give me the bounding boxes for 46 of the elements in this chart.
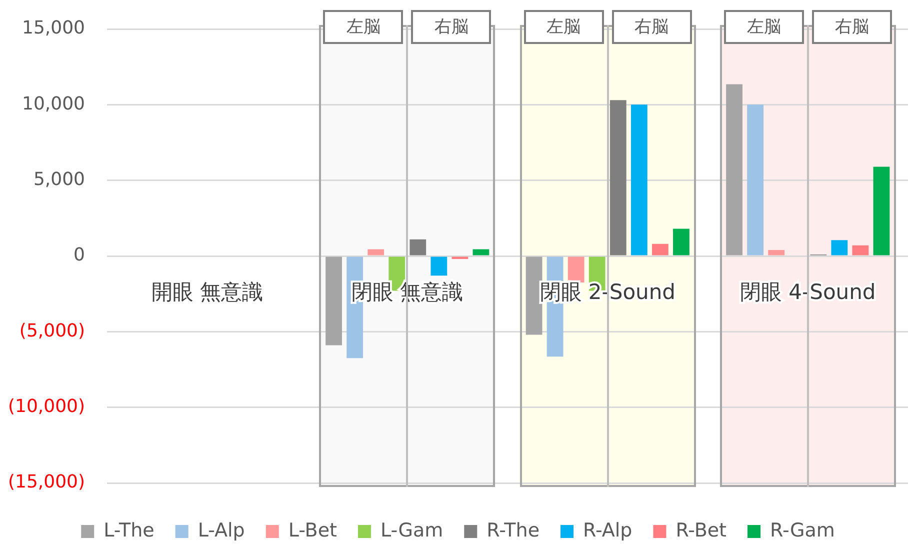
bar	[768, 250, 785, 256]
bar	[747, 104, 764, 256]
bar	[526, 256, 542, 335]
x-tick-label: 閉眼 4-Sound	[740, 280, 876, 304]
bar	[673, 228, 690, 256]
y-tick-label: (5,000)	[19, 320, 85, 342]
legend-label: R-Gam	[770, 519, 835, 542]
label-box: 左脳	[323, 10, 404, 44]
bar	[326, 256, 342, 346]
bar	[831, 240, 848, 256]
label-box: 左脳	[524, 10, 604, 44]
label-box: 左脳	[724, 10, 804, 44]
label-box: 右脳	[812, 10, 892, 44]
bar	[630, 104, 648, 256]
annotation: 左脳	[346, 17, 380, 37]
annotation: 右脳	[634, 17, 669, 37]
y-tick-label: 10,000	[22, 93, 85, 114]
bar	[652, 244, 668, 256]
y-tick-label: 15,000	[22, 18, 85, 39]
label-box: 右脳	[612, 10, 692, 44]
annotation: 右脳	[434, 17, 468, 37]
bar	[568, 256, 584, 282]
bar	[726, 84, 742, 256]
y-tick-label: 5,000	[33, 169, 85, 190]
bar	[368, 249, 384, 256]
bar	[610, 100, 626, 256]
y-tick-label: (10,000)	[8, 396, 85, 418]
legend-label: L-Bet	[288, 519, 337, 542]
annotation: 左脳	[546, 17, 581, 37]
annotation: 左脳	[746, 17, 781, 37]
legend-label: R-The	[486, 519, 540, 542]
y-tick-label: (15,000)	[8, 472, 85, 493]
legend-label: R-Alp	[583, 519, 632, 542]
y-tick-label: 0	[74, 244, 85, 266]
legend-label: L-Alp	[198, 519, 245, 542]
bar	[852, 245, 869, 256]
label-box: 右脳	[411, 10, 492, 44]
legend-label: R-Bet	[676, 519, 727, 542]
annotation: 右脳	[834, 17, 869, 37]
bar	[410, 239, 426, 256]
bar	[472, 249, 490, 256]
bar	[873, 166, 890, 256]
x-tick-label: 開眼 無意識	[151, 280, 263, 304]
legend-label: L-The	[104, 519, 154, 542]
legend-label: L-Gam	[380, 519, 444, 542]
bar	[430, 256, 448, 276]
